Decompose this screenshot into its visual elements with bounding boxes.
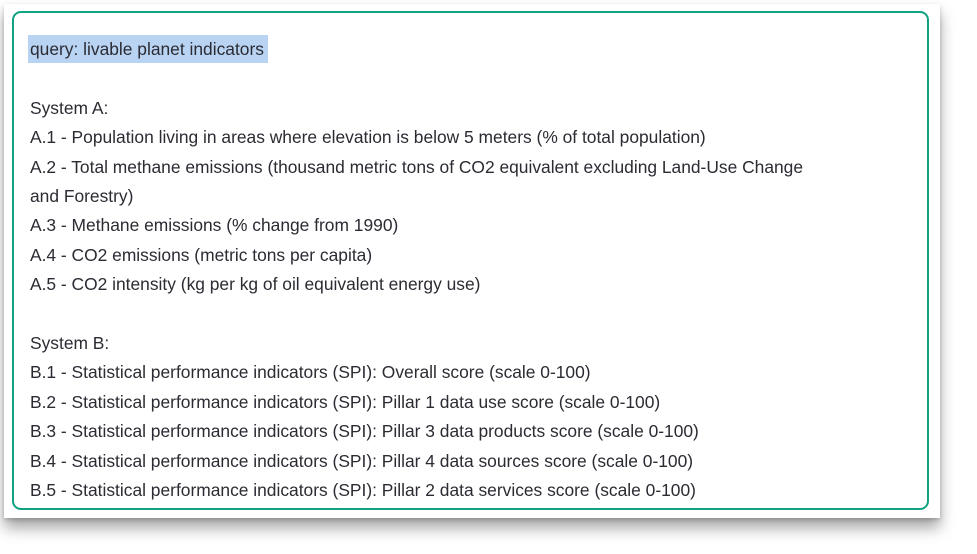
system-b-item-3: B.3 - Statistical performance indicators…: [30, 421, 699, 442]
system-b-item-1: B.1 - Statistical performance indicators…: [30, 362, 591, 383]
system-a-item-3: A.3 - Methane emissions (% change from 1…: [30, 215, 399, 236]
blank-line: [30, 64, 909, 93]
screenshot-frame: query: livable planet indicators System …: [4, 4, 940, 518]
system-a-item-1: A.1 - Population living in areas where e…: [30, 127, 706, 148]
message-card: query: livable planet indicators System …: [12, 11, 929, 510]
system-b-heading: System B:: [30, 333, 110, 354]
message-text[interactable]: query: livable planet indicators System …: [28, 35, 909, 505]
blank-line: [30, 300, 909, 329]
system-a-heading: System A:: [30, 97, 109, 118]
system-a-item-2-continued: and Forestry): [30, 186, 134, 207]
system-a-item-4: A.4 - CO2 emissions (metric tons per cap…: [30, 244, 373, 265]
system-b-item-4: B.4 - Statistical performance indicators…: [30, 450, 694, 471]
system-b-item-5: B.5 - Statistical performance indicators…: [30, 480, 696, 501]
system-b-item-2: B.2 - Statistical performance indicators…: [30, 391, 661, 412]
system-a-item-5: A.5 - CO2 intensity (kg per kg of oil eq…: [30, 274, 481, 295]
query-line: query: livable planet indicators: [28, 35, 909, 64]
system-a-item-2: A.2 - Total methane emissions (thousand …: [30, 156, 804, 177]
query-text-selected[interactable]: query: livable planet indicators: [28, 35, 268, 63]
